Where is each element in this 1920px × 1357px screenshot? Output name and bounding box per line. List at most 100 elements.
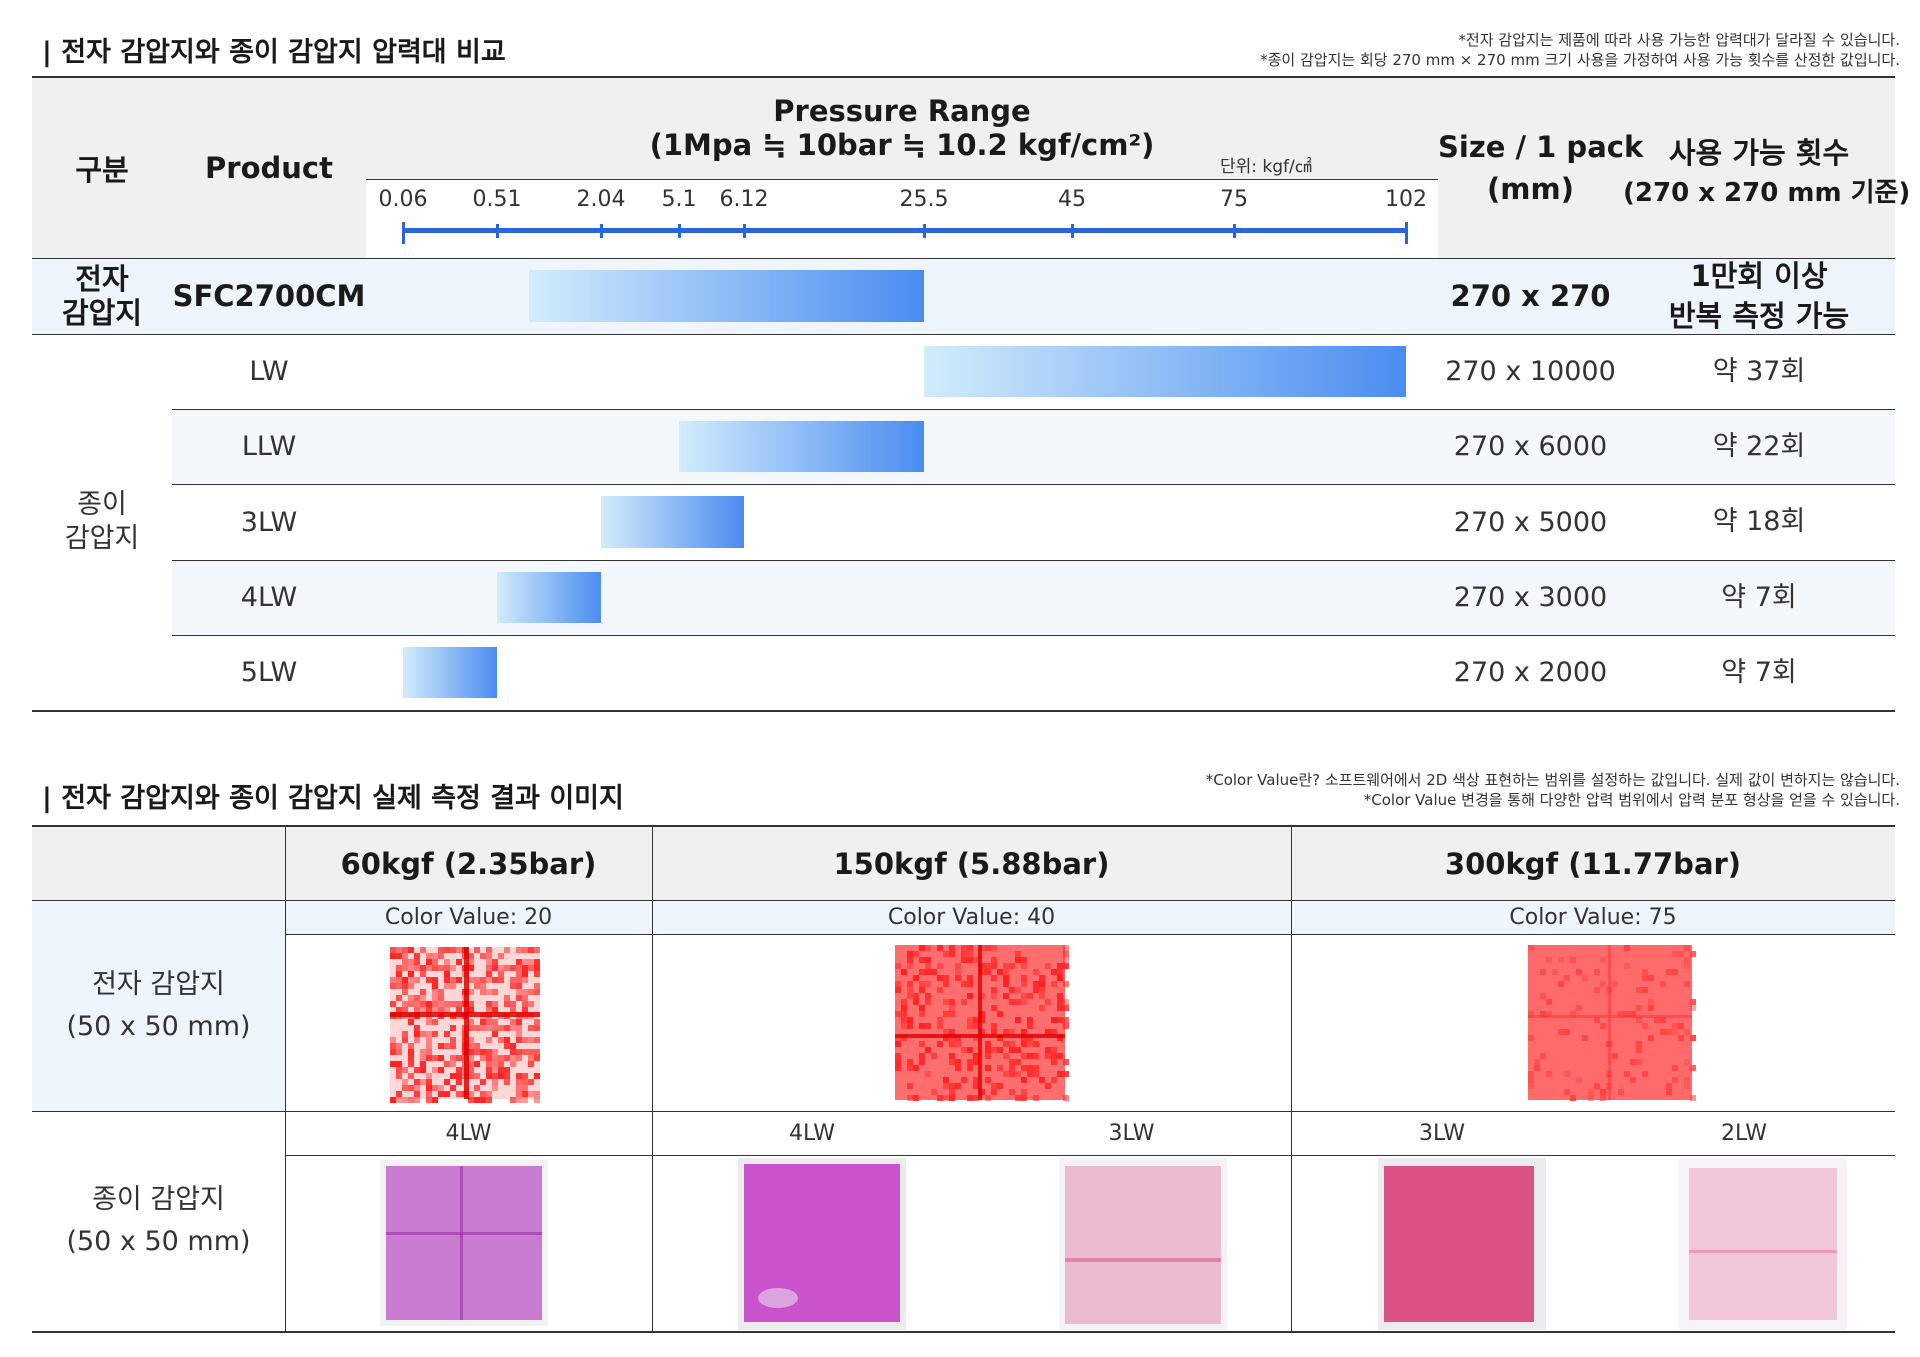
product-name: 3LW — [240, 506, 298, 538]
electronic-sample-image-150kgf — [885, 940, 1075, 1105]
table2-line-3 — [32, 1111, 1895, 1112]
product-name: LLW — [241, 431, 297, 462]
table2-top-border — [32, 825, 1895, 827]
header-size-line2: (mm) — [1487, 172, 1574, 206]
paper-sheet-label-line2: (50 x 50 mm) — [66, 1226, 251, 1257]
header-count-line1: 사용 가능 횟수 — [1668, 136, 1850, 170]
row-bg-llw — [172, 409, 1895, 484]
pack-size: 270 x 270 — [1450, 279, 1611, 313]
pressure-axis — [402, 228, 1408, 233]
table2-electronic-label-bg — [32, 900, 285, 1111]
electronic-sheet-label: 전자 감압지 (50 x 50 mm) — [32, 900, 285, 1111]
section2-title: | 전자 감압지와 종이 감압지 실제 측정 결과 이미지 — [42, 783, 624, 814]
pack-size: 270 x 6000 — [1453, 431, 1608, 462]
section1-note-2: *종이 감압지는 회당 270 mm × 270 mm 크기 사용을 가정하여 … — [1260, 51, 1900, 69]
axis-top-border — [366, 179, 1438, 180]
header-pressure-title: Pressure Range — [773, 94, 1031, 128]
axis-tick-label: 25.5 — [899, 187, 949, 212]
axis-tick-label: 45 — [1058, 187, 1086, 212]
paper-sample-image-3lw-300kgf — [1378, 1158, 1546, 1330]
row-line-1 — [32, 334, 1895, 335]
paper-sample-image-3lw-150kgf — [1059, 1158, 1227, 1330]
row-bg-4lw — [172, 560, 1895, 635]
pressure-range-bar — [679, 421, 924, 472]
paper-sample-image-4lw-60kgf — [380, 1160, 548, 1326]
pressure-range-bar — [497, 572, 601, 623]
color-value-40: Color Value: 40 — [887, 904, 1056, 930]
axis-tick — [678, 224, 681, 238]
section1-title: | 전자 감압지와 종이 감압지 압력대 비교 — [42, 37, 506, 68]
paper-label-3lw-b: 3LW — [1419, 1120, 1465, 1146]
section2-notes: *Color Value란? 소프트웨어에서 2D 색상 표현하는 범위를 설정… — [1206, 770, 1900, 810]
axis-tick-label: 6.12 — [719, 187, 769, 212]
table2-header — [32, 827, 1895, 900]
header-size-line1: Size / 1 pack — [1438, 130, 1644, 164]
paper-sheet-label-line1: 종이 감압지 — [92, 1184, 225, 1215]
row-line-2 — [172, 409, 1895, 410]
axis-tick — [600, 224, 603, 238]
table1-top-border — [32, 76, 1895, 78]
group-electronic: 전자 감압지 — [61, 262, 143, 330]
column-60kgf: 60kgf (2.35bar) — [340, 846, 597, 881]
pressure-range-bar — [403, 647, 497, 698]
axis-tick-label: 5.1 — [661, 187, 697, 212]
electronic-sheet-label-line1: 전자 감압지 — [92, 968, 225, 1000]
section1-note-1: *전자 감압지는 제품에 따라 사용 가능한 압력대가 달라질 수 있습니다. — [1458, 31, 1900, 49]
usage-count: 약 7회 — [1721, 581, 1797, 613]
column-300kgf: 300kgf (11.77bar) — [1444, 846, 1742, 881]
electronic-sample-image-300kgf — [1520, 940, 1700, 1105]
pack-size: 270 x 2000 — [1453, 657, 1608, 688]
paper-sample-image-2lw-300kgf — [1679, 1158, 1847, 1330]
pack-size: 270 x 5000 — [1453, 506, 1608, 538]
axis-tick — [496, 224, 499, 238]
pressure-range-bar — [601, 496, 744, 548]
usage-count-line: 1만회 이상 — [1690, 259, 1828, 293]
paper-label-2lw: 2LW — [1721, 1120, 1767, 1146]
axis-tick — [923, 224, 926, 238]
axis-tick-label: 102 — [1385, 187, 1427, 212]
column-150kgf: 150kgf (5.88bar) — [833, 846, 1110, 881]
pressure-range-bar — [924, 346, 1406, 397]
paper-label-4lw-a: 4LW — [445, 1120, 492, 1146]
header-category: 구분 — [75, 153, 129, 187]
axis-tick — [1233, 224, 1236, 238]
electronic-sheet-label-line2: (50 x 50 mm) — [66, 1010, 251, 1042]
pack-size: 270 x 3000 — [1453, 582, 1608, 613]
usage-count-line: 반복 측정 가능 — [1668, 299, 1850, 333]
table2-vline-2 — [652, 827, 653, 1332]
table2-line-2 — [285, 934, 1895, 935]
product-name: SFC2700CM — [172, 279, 366, 313]
table1-bottom-border — [32, 710, 1895, 712]
pack-size: 270 x 10000 — [1445, 356, 1616, 387]
table2-line-1 — [32, 900, 1895, 901]
header-unit: 단위: kgf/㎠ — [1220, 157, 1312, 177]
row-line-5 — [172, 635, 1895, 636]
axis-tick-label: 0.06 — [378, 187, 428, 212]
usage-count: 약 22회 — [1712, 430, 1806, 462]
table2-vline-3 — [1291, 827, 1292, 1332]
section2-note-1: *Color Value란? 소프트웨어에서 2D 색상 표현하는 범위를 설정… — [1205, 771, 1900, 789]
axis-tick — [1405, 222, 1408, 244]
pressure-range-bar — [529, 270, 924, 322]
axis-tick — [402, 222, 405, 244]
table2-vline-1 — [285, 827, 286, 1332]
paper-label-4lw-b: 4LW — [789, 1120, 835, 1146]
table2-line-4 — [285, 1155, 1895, 1156]
axis-tick-label: 75 — [1220, 187, 1248, 212]
axis-area — [366, 180, 1438, 258]
usage-count: 약 18회 — [1712, 506, 1806, 537]
section1-notes: *전자 감압지는 제품에 따라 사용 가능한 압력대가 달라질 수 있습니다. … — [1260, 30, 1900, 70]
color-value-20: Color Value: 20 — [384, 904, 553, 930]
electronic-sample-image-60kgf — [375, 940, 555, 1105]
row-bg-electronic — [32, 258, 1895, 334]
usage-count: 약 37회 — [1712, 355, 1806, 387]
axis-tick — [1071, 224, 1074, 238]
table2-bottom-border — [32, 1331, 1895, 1333]
product-name: LW — [249, 356, 289, 387]
header-product: Product — [205, 151, 333, 185]
paper-label-3lw-a: 3LW — [1108, 1120, 1155, 1146]
axis-tick-label: 0.51 — [472, 187, 522, 212]
row-line-3 — [172, 484, 1895, 485]
paper-sheet-label: 종이 감압지 (50 x 50 mm) — [32, 1111, 285, 1331]
